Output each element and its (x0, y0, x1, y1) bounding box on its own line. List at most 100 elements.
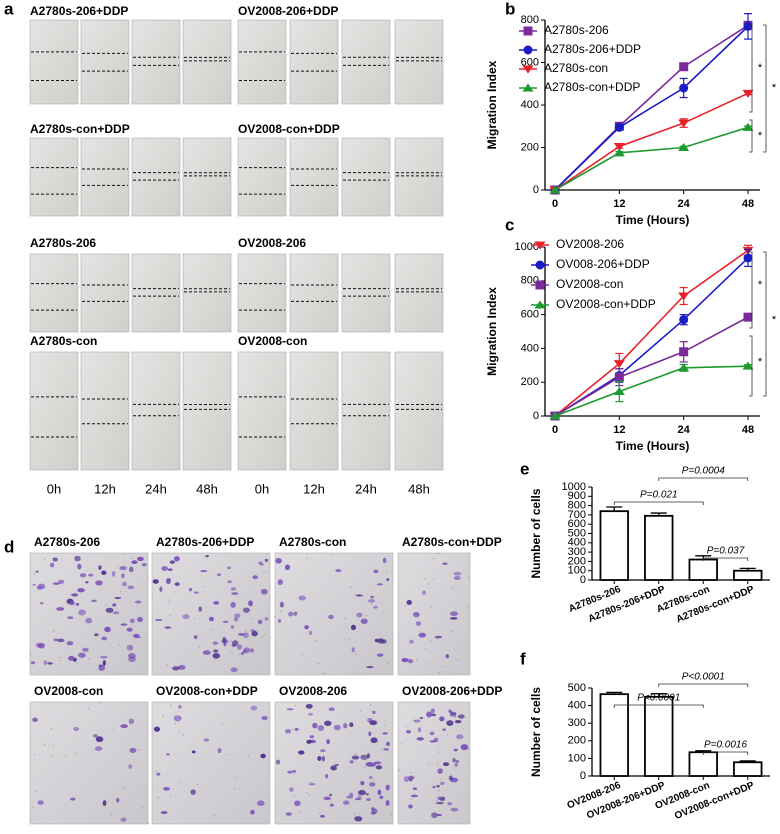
cell (236, 644, 243, 650)
cell (126, 644, 134, 651)
cell (325, 773, 329, 779)
pore (98, 701, 101, 703)
cell (100, 655, 108, 659)
pore (71, 594, 73, 596)
pore (169, 794, 172, 796)
cell (317, 756, 322, 762)
significance-bracket (763, 251, 767, 397)
cell (329, 803, 334, 807)
pore (264, 633, 266, 635)
cell (304, 625, 309, 630)
cell (433, 737, 439, 743)
pore (322, 672, 325, 674)
cell (278, 618, 282, 623)
pore (437, 552, 440, 555)
pore (306, 792, 308, 794)
significance: * (758, 356, 763, 368)
y-tick-label: 400 (568, 537, 586, 549)
group-label: OV2008-con (34, 684, 103, 698)
point (678, 292, 690, 301)
cell (275, 759, 281, 765)
pore (427, 711, 429, 714)
micrograph (182, 351, 232, 471)
cell (333, 724, 341, 731)
y-tick-label: 0 (533, 410, 539, 422)
cell (330, 765, 337, 771)
cell (102, 800, 107, 806)
y-tick-label: 800 (568, 500, 586, 512)
y-axis-label: Number of cells (529, 488, 543, 578)
pore (169, 614, 171, 616)
y-tick-label: 0 (533, 184, 539, 196)
cell (78, 609, 86, 616)
cell (56, 607, 65, 611)
cell (450, 611, 458, 617)
cell (134, 600, 142, 604)
p-value: P=0.0004 (682, 466, 726, 477)
pore (244, 630, 247, 633)
x-tick-label: 0 (552, 198, 558, 210)
pore (438, 671, 440, 674)
bar (733, 761, 763, 777)
pore (430, 606, 433, 608)
cell (82, 647, 89, 652)
bar (644, 514, 674, 581)
cell (435, 801, 444, 805)
cell (305, 703, 313, 709)
cell (369, 776, 373, 779)
cell (222, 636, 227, 643)
cell (382, 557, 387, 564)
legend-marker (523, 45, 533, 55)
cell (320, 749, 326, 753)
cell (152, 579, 159, 584)
cell (285, 812, 292, 816)
panel-label: f (520, 649, 526, 668)
cell (233, 617, 239, 622)
cell (37, 642, 45, 649)
cell (160, 810, 168, 815)
cell (383, 748, 390, 751)
micrograph (80, 351, 130, 471)
cell (370, 737, 378, 744)
cell (252, 575, 258, 580)
cell (242, 632, 249, 639)
cell (73, 726, 80, 731)
cell (231, 640, 239, 646)
cell (53, 638, 58, 642)
cell (369, 720, 378, 726)
cell (120, 724, 128, 729)
cell (112, 603, 117, 607)
pore (306, 557, 308, 559)
cell (119, 566, 127, 571)
pore (138, 749, 140, 751)
pore (32, 806, 34, 808)
pore (230, 640, 233, 642)
pore (52, 630, 55, 632)
cell (442, 728, 447, 731)
panel-label: b (505, 0, 515, 18)
cell (116, 797, 120, 803)
pore (359, 710, 361, 712)
cell (172, 666, 180, 671)
significance-bracket (613, 501, 704, 505)
pore (386, 571, 388, 574)
cell (375, 765, 383, 770)
cell (366, 666, 374, 669)
y-tick-label: 100 (568, 565, 586, 577)
cell (357, 795, 362, 801)
cell (442, 562, 448, 565)
group-label: OV2008-206+DDP (238, 4, 338, 18)
pore (365, 614, 367, 617)
micrograph (29, 19, 79, 105)
pore (247, 755, 250, 758)
cell (212, 641, 219, 645)
pore (364, 766, 366, 768)
cell (449, 617, 458, 620)
cell (279, 601, 284, 608)
y-tick-label: 700 (568, 509, 586, 521)
cell (137, 635, 142, 639)
pore (29, 819, 32, 821)
pore (318, 812, 321, 814)
cell (377, 638, 384, 644)
cell (57, 638, 65, 643)
